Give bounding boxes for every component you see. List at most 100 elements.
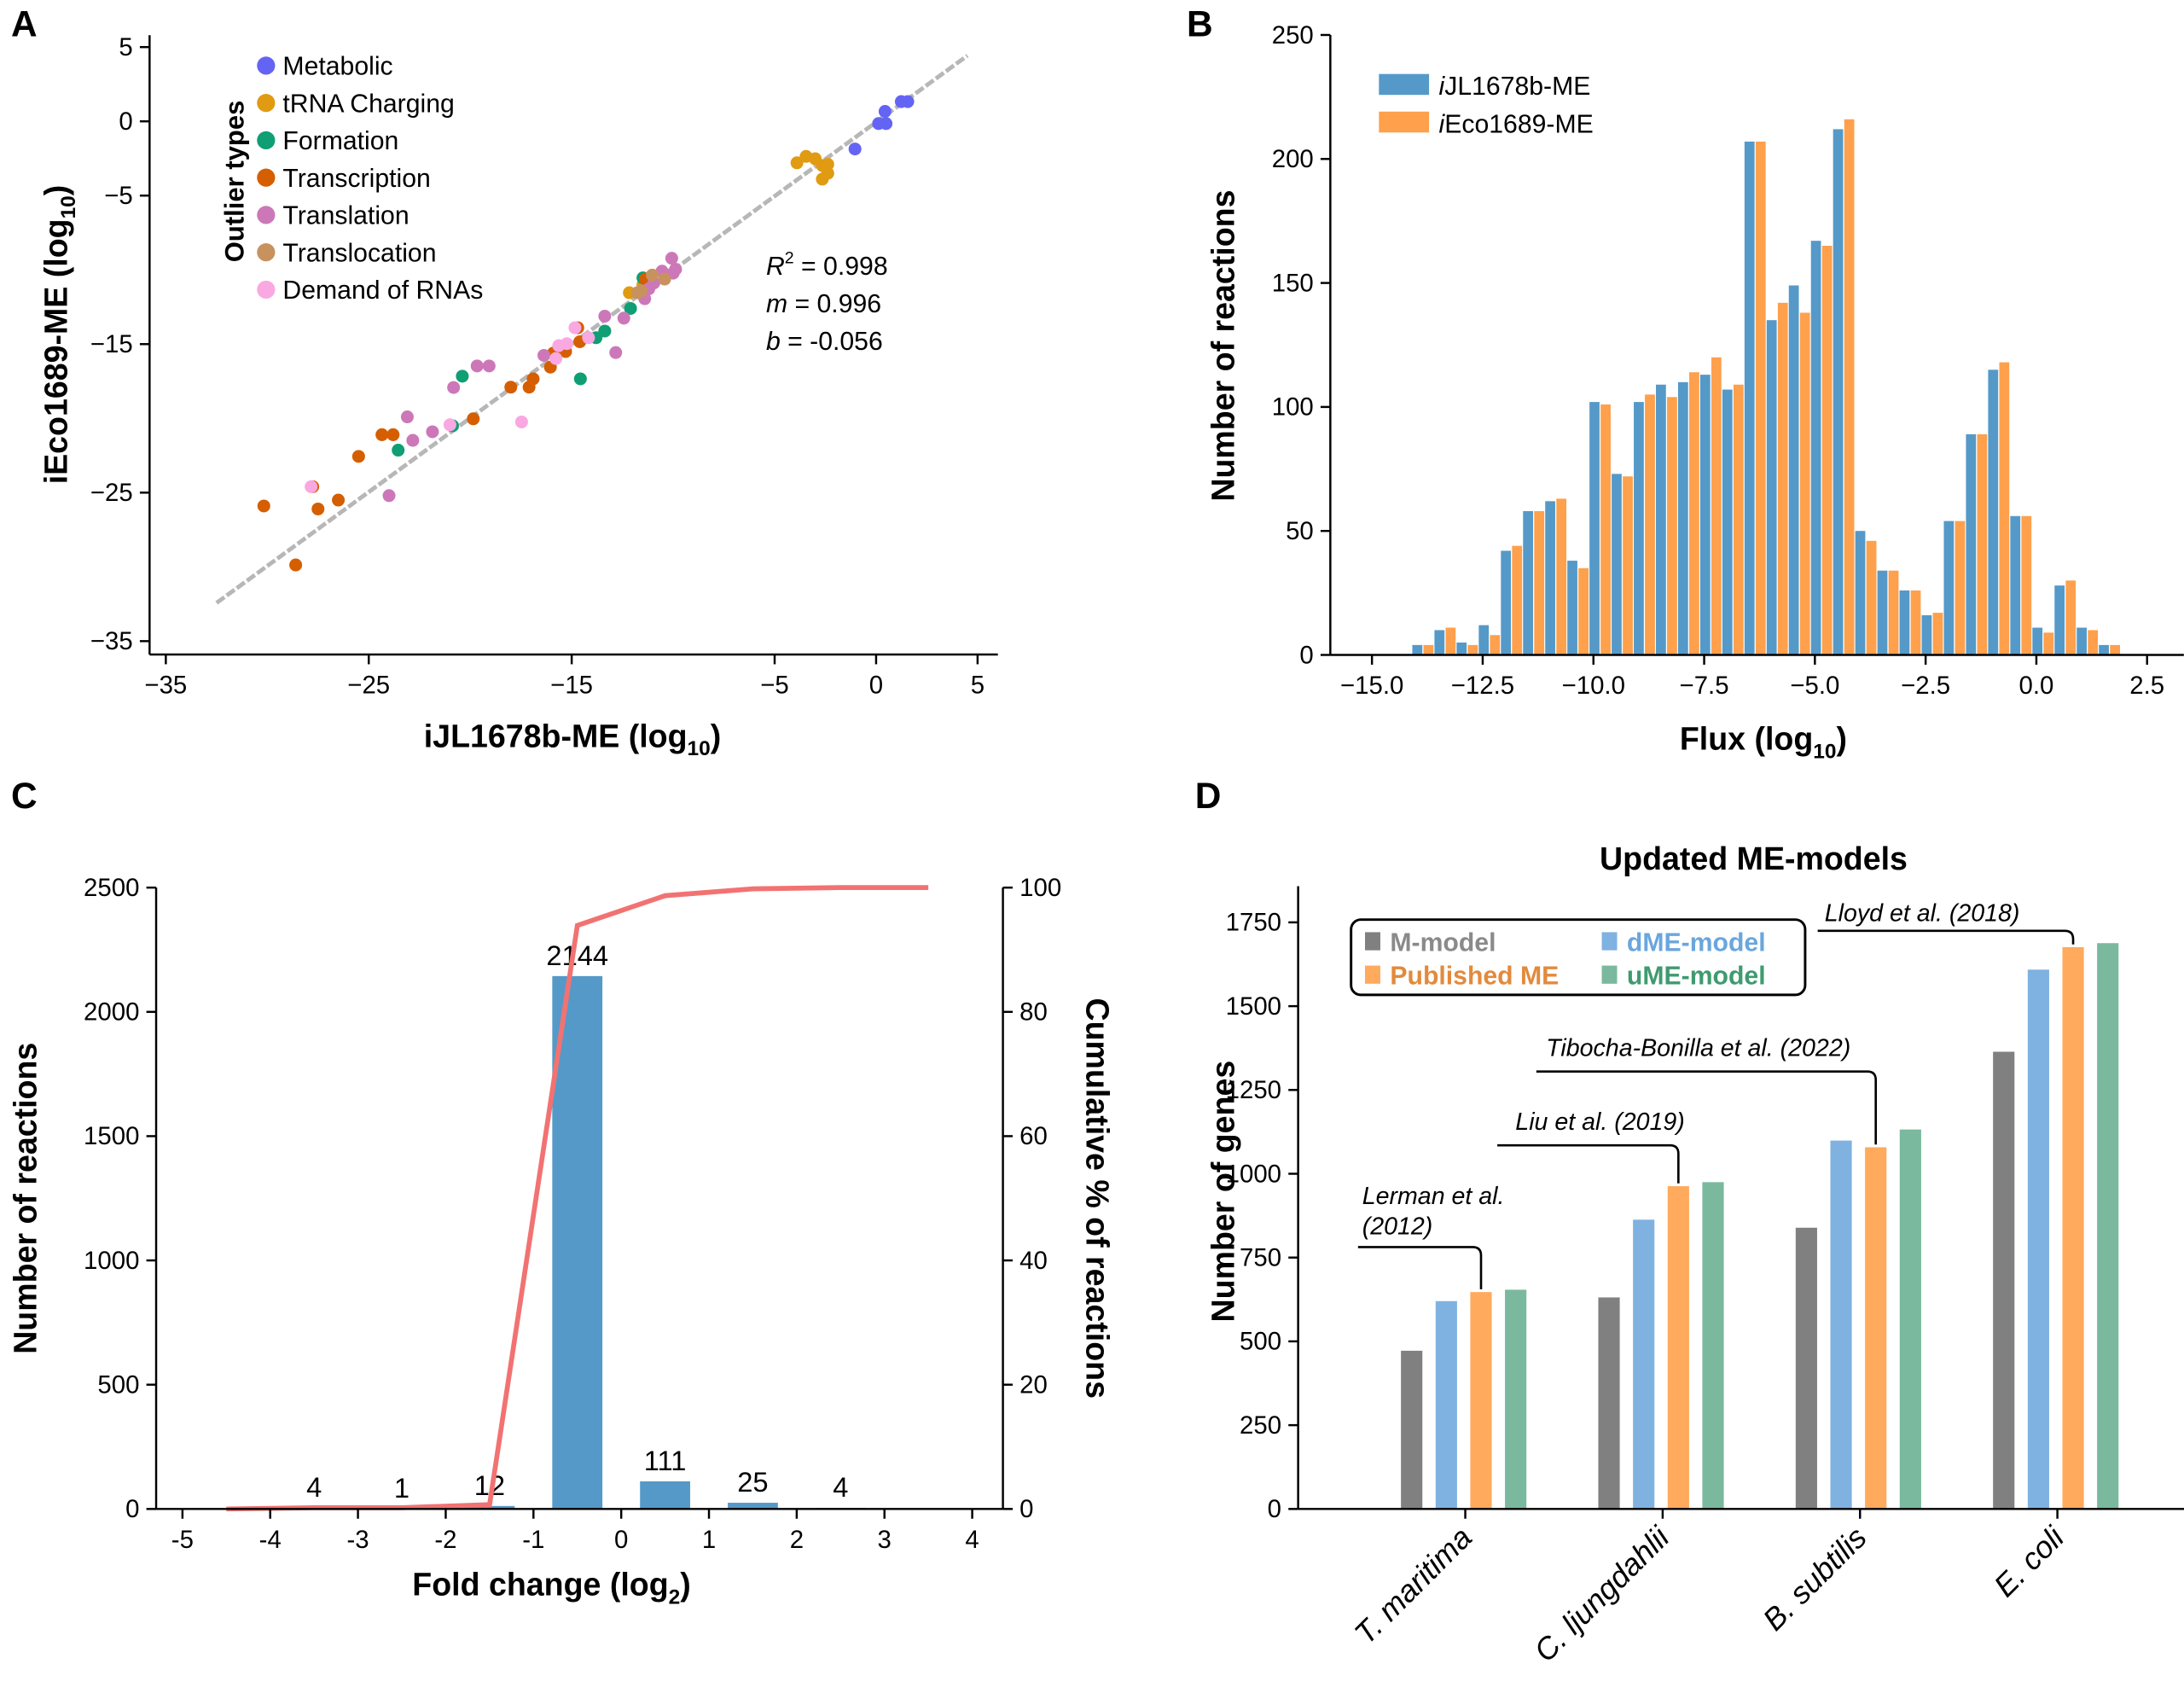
annotation-bracket [1497,1143,1680,1184]
bar [1470,1292,1492,1510]
histogram-bar [2054,585,2065,655]
y-tick-label: −25 [90,479,133,507]
legend-label: M-model [1390,928,1496,957]
data-point [821,157,834,172]
histogram-bar [1445,627,1456,655]
legend-swatch [1601,965,1618,984]
data-point [386,428,400,441]
x-tick-label: −12.5 [1451,672,1514,700]
bar-value-label: 25 [737,1466,768,1498]
histogram-bar [2010,515,2021,655]
data-point [790,156,804,170]
x-tick-label: -2 [434,1526,456,1554]
data-point [257,499,270,513]
histogram-bar [1799,312,1810,655]
data-point [582,331,595,345]
y2-tick-label: 20 [1019,1370,1048,1399]
annotation-label: Liu et al. (2019) [1515,1108,1684,1136]
y-tick-label: 0 [119,108,132,136]
data-point [332,493,346,507]
y-tick-label: −5 [104,182,133,210]
histogram-bar [2065,580,2077,655]
panel-letter-a: A [11,4,38,44]
histogram-bar [1910,590,1921,655]
histogram-bar [2077,627,2087,655]
y-tick-label: 2500 [84,874,139,902]
panel-letter-c: C [11,776,38,816]
histogram-bar [1777,302,1788,655]
data-point [646,268,659,282]
data-point [598,310,612,323]
panel-a-scatter: −35 −25 −15 −5 0 5 5 0 −5 −15 −25 −35 iJL1678b-ME (l… [38,33,998,760]
bar [1865,1147,1887,1510]
annotation-bracket [1536,1070,1877,1145]
x-axis-label: Fold change (log2) [412,1567,690,1609]
histogram-bar [1766,320,1777,655]
histogram-bar [2032,627,2043,655]
bar [728,1503,778,1510]
y-axis-label: Number of reactions [7,1043,43,1354]
histogram-bar [1943,521,1955,655]
data-point [617,311,630,325]
histogram-bar [1744,141,1755,655]
x-tick-label: −35 [144,672,187,700]
x-tick-label: −15 [550,672,593,700]
histogram-bar [1844,119,1855,655]
histogram-bar [1556,498,1567,655]
bar [2097,943,2119,1510]
bar-value-label: 4 [306,1471,322,1503]
histogram-bar [2021,515,2032,655]
histogram-bar [2099,644,2109,655]
data-point [351,450,365,463]
histogram-bar [1788,285,1799,655]
legend-label: iEco1689-ME [1439,110,1594,138]
legend-swatch [1365,965,1380,984]
data-point [630,286,644,300]
bar-value-label: 2144 [546,940,608,971]
bar [1598,1297,1620,1510]
histogram-bar [1755,141,1766,655]
histogram-bar [1821,246,1833,655]
data-point [289,558,303,572]
histogram-bar [1722,389,1733,655]
bar [1633,1219,1655,1510]
histogram-bar [1623,476,1633,655]
bar [1993,1051,2015,1510]
y2-tick-label: 0 [1019,1495,1033,1523]
annotation-label: Lerman et al. [1362,1183,1505,1210]
histogram-bar [1467,644,1478,655]
histogram-bar [1478,625,1490,655]
x-tick-label: 0 [869,672,883,700]
x-tick-label: 3 [878,1526,892,1554]
y-axis-label: iEco1689-ME (log10) [38,185,80,485]
y-tick-label: 500 [1240,1328,1281,1356]
histogram-bar [1833,129,1844,655]
data-point [311,502,325,515]
y-tick-label: −35 [90,627,133,655]
y2-tick-label: 60 [1019,1122,1048,1150]
data-point [447,381,461,394]
bar [1795,1227,1817,1510]
data-point [382,489,396,503]
data-point [504,381,518,394]
bar [1830,1140,1852,1510]
x-tick-label: 5 [971,672,985,700]
histogram-bar [1545,501,1555,655]
histogram-bar [2110,644,2121,655]
legend-swatch [1379,73,1430,96]
x-tick-label: 1 [702,1526,716,1554]
fit-stat: m = 0.996 [766,290,881,318]
histogram-bar [1921,615,1932,655]
data-point [878,105,892,119]
histogram-bar [1534,510,1545,655]
histogram-bar [1810,241,1821,655]
data-point [665,252,678,265]
data-point [568,321,582,335]
legend-label: tRNA Charging [282,90,454,118]
legend-label: Translocation [282,239,436,267]
legend-swatch [1601,932,1618,951]
data-point [573,372,587,386]
histogram-bar [1966,433,1977,655]
y-tick-label: 1500 [84,1122,139,1150]
y-axis-label: Number of genes [1205,1061,1241,1323]
